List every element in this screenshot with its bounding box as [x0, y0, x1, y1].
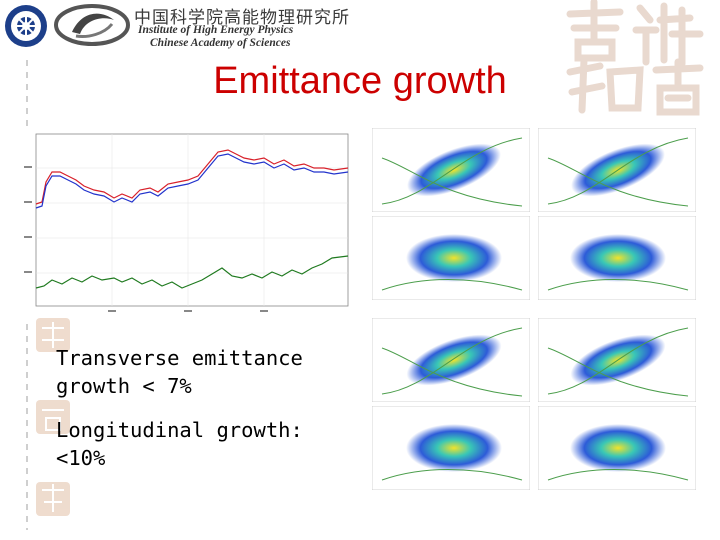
- institute-name-zh: 中国科学院高能物理研究所: [134, 8, 350, 28]
- academy-name-en: Chinese Academy of Sciences: [150, 37, 291, 49]
- phase-space-panel: [372, 216, 530, 300]
- phase-space-panel: [372, 318, 530, 402]
- phase-space-panel: [538, 318, 696, 402]
- bullet-longitudinal: Longitudinal growth: <10%: [56, 418, 303, 470]
- plot-series-red: [35, 149, 349, 205]
- calligraphy-decoration-icon: [566, 0, 704, 116]
- bullet-transverse: Transverse emittance growth < 7%: [56, 346, 303, 398]
- seal-decoration-icon: [36, 318, 70, 516]
- ihep-logo-icon: [54, 4, 130, 46]
- plot-tick-marks: [24, 166, 268, 312]
- slide-title: Emittance growth: [213, 60, 507, 102]
- institute-name-en: Institute of High Energy Physics: [138, 24, 294, 36]
- phase-space-panel: [538, 128, 696, 212]
- plot-series-green: [35, 255, 349, 289]
- phase-space-panel: [372, 406, 530, 490]
- phase-space-panel: [372, 128, 530, 212]
- plot-series-blue: [35, 153, 349, 209]
- cas-logo-icon: [5, 5, 47, 47]
- emittance-line-plot: [22, 128, 352, 318]
- phase-space-panel: [538, 216, 696, 300]
- phase-space-panel: [538, 406, 696, 490]
- bullet-list: Transverse emittance growth < 7% Longitu…: [56, 344, 356, 488]
